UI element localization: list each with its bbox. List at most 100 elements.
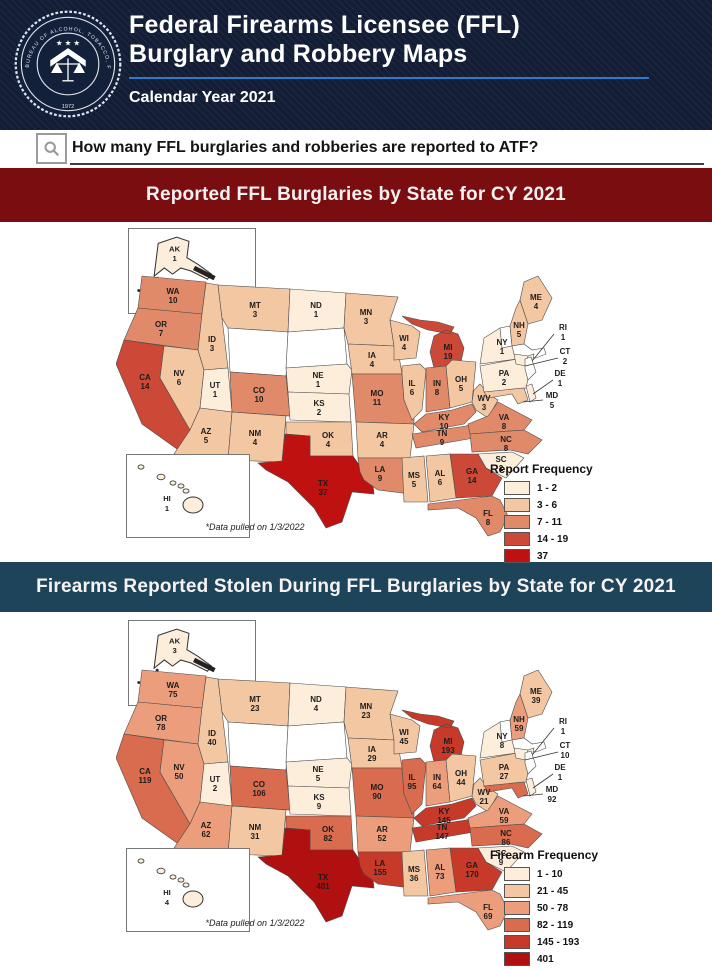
hawaiian-island (156, 867, 166, 875)
legend-row: 1 - 2 (504, 481, 593, 495)
callout-line-RI (532, 727, 555, 755)
state-IL (401, 757, 427, 815)
map-label: NV (173, 369, 185, 378)
map-label: IL (408, 379, 415, 388)
map-label: GA (466, 861, 478, 870)
map-label: WV (478, 788, 492, 797)
map-label: 9 (317, 802, 322, 811)
hawaiian-island (177, 483, 185, 489)
map-label: 1 (558, 773, 563, 782)
map-label: 92 (548, 795, 557, 804)
map-label: NY (496, 338, 508, 347)
map-label: MD (546, 785, 559, 794)
data-note: *Data pulled on 1/3/2022 (205, 918, 305, 928)
map-label: SC (495, 849, 506, 858)
state-MN (343, 686, 399, 741)
aleutian-island (137, 681, 141, 684)
map-label: 95 (408, 782, 417, 791)
map-label: GA (466, 467, 478, 476)
hawaiian-island (137, 464, 145, 470)
map-label: 44 (457, 778, 466, 787)
map-label: ND (310, 301, 322, 310)
map-label: 10 (255, 395, 264, 404)
map-label: AK (169, 245, 181, 254)
hawaiian-island (182, 882, 190, 888)
map-label: AR (376, 825, 388, 834)
hawaii-inset: HI 1 (126, 454, 250, 538)
map-label: 9 (378, 474, 383, 483)
map-label: WA (167, 681, 180, 690)
map-label: 69 (484, 912, 493, 921)
state-AL (425, 847, 457, 897)
map-label: HI (163, 888, 171, 897)
map-label: 10 (561, 751, 570, 760)
map-label: 11 (373, 398, 382, 407)
map-label: CO (253, 780, 265, 789)
map-label: IA (368, 351, 376, 360)
map-label: 59 (500, 816, 509, 825)
map-label: AZ (201, 821, 212, 830)
legend-bin-label: 1 - 2 (537, 482, 558, 494)
map-label: 2 (317, 408, 322, 417)
hawaiian-island (182, 488, 190, 494)
map-label: 5 (204, 436, 209, 445)
map-label: 6 (438, 478, 443, 487)
state-AL (425, 453, 457, 503)
state-SD (285, 327, 348, 369)
map-label: 19 (444, 352, 453, 361)
map-label: 1 (561, 727, 566, 736)
map-label: SC (495, 455, 506, 464)
map-label: NH (513, 321, 525, 330)
state-NC (469, 429, 543, 455)
map-label: 2 (499, 464, 504, 473)
hawaiian-island (169, 480, 177, 486)
map-label: 2 (502, 378, 507, 387)
map-label: 31 (251, 832, 260, 841)
map-label: TN (437, 823, 448, 832)
map-label: OH (455, 375, 467, 384)
legend-row: 21 - 45 (504, 884, 598, 898)
map-label: 9 (440, 438, 445, 447)
map-label: 3 (482, 403, 487, 412)
map-label: FL (483, 509, 493, 518)
map-section-firearms: AK 3 WA 75 OR 78 CA 119 NV 50 ID 40 MT 23 UT 2 CO 106 AZ 6… (0, 612, 712, 966)
legend-row: 14 - 19 (504, 532, 593, 546)
state-IA (347, 737, 403, 769)
map-label: 86 (502, 838, 511, 847)
callout-line-MD (522, 399, 544, 403)
map-label: 5 (550, 401, 555, 410)
map-label: MI (444, 343, 453, 352)
map-label: MN (360, 702, 373, 711)
state-WI (389, 319, 421, 361)
map-label: IN (433, 773, 441, 782)
state-WI (389, 713, 421, 755)
map-label: ND (310, 695, 322, 704)
legend-bin-label: 37 (537, 550, 549, 562)
map-label: 73 (436, 872, 445, 881)
map-label: 193 (441, 746, 455, 755)
hawaii-map: HI1 (137, 464, 204, 514)
legend-swatch (504, 532, 530, 546)
state-SD (285, 721, 348, 763)
map-label: VA (499, 807, 510, 816)
map-label: NV (173, 763, 185, 772)
state-MN (343, 292, 399, 347)
map-label: 39 (532, 696, 541, 705)
map-label: DE (554, 369, 566, 378)
state-FL (427, 495, 509, 537)
hawaiian-island (169, 874, 177, 880)
map-label: 82 (324, 834, 333, 843)
legend-bin-label: 7 - 11 (537, 516, 563, 528)
map-label: 75 (169, 690, 178, 699)
map-label: 1 (558, 379, 563, 388)
map-label: OK (322, 825, 334, 834)
title-rule (129, 77, 649, 79)
map-label: 3 (364, 317, 369, 326)
state-MI (401, 709, 465, 763)
legend-swatch (504, 918, 530, 932)
map-label: 5 (517, 330, 522, 339)
state-MD (483, 781, 529, 799)
map-label: FL (483, 903, 493, 912)
